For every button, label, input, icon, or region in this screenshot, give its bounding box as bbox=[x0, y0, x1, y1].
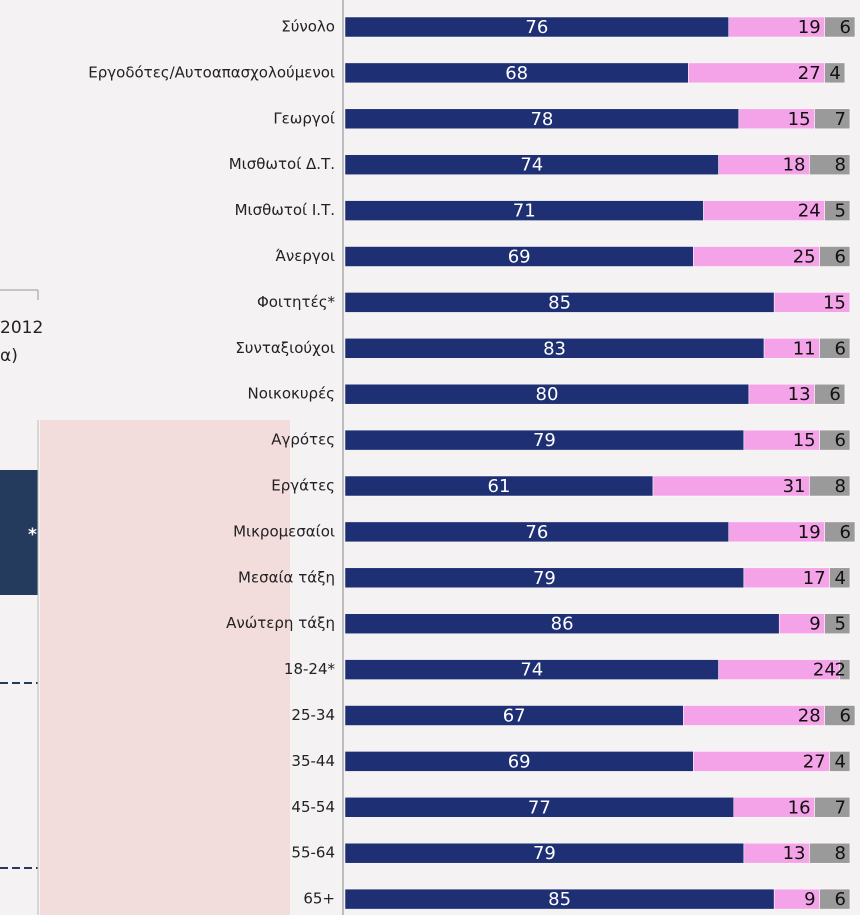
category-label: Αγρότες bbox=[271, 431, 335, 449]
value-label: 15 bbox=[793, 430, 816, 451]
value-label: 74 bbox=[520, 660, 543, 681]
value-label: 79 bbox=[533, 430, 556, 451]
value-label: 6 bbox=[839, 17, 850, 38]
value-label: 77 bbox=[528, 797, 551, 818]
category-label: Άνεργοι bbox=[275, 247, 335, 265]
value-label: 76 bbox=[525, 522, 548, 543]
value-label: 28 bbox=[798, 706, 821, 727]
value-label: 6 bbox=[834, 889, 845, 910]
value-label: 85 bbox=[548, 292, 571, 313]
value-label: 6 bbox=[839, 706, 850, 727]
category-label: Ανώτερη τάξη bbox=[226, 614, 335, 632]
value-label: 79 bbox=[533, 568, 556, 589]
value-label: 6 bbox=[829, 384, 840, 405]
category-label: Εργοδότες/Αυτοαπασχολούμενοι bbox=[88, 63, 335, 81]
value-label: 8 bbox=[834, 476, 845, 497]
decor bbox=[40, 420, 290, 915]
value-label: 24 bbox=[813, 660, 836, 681]
value-label: 17 bbox=[803, 568, 826, 589]
category-label: 25-34 bbox=[291, 706, 335, 724]
value-label: 19 bbox=[798, 522, 821, 543]
value-label: 4 bbox=[834, 751, 845, 772]
category-label: Σύνολο bbox=[281, 18, 335, 36]
value-label: 79 bbox=[533, 843, 556, 864]
annotation: 2012 bbox=[0, 318, 43, 338]
value-label: 9 bbox=[809, 614, 820, 635]
value-label: 4 bbox=[829, 63, 840, 84]
category-label: Μισθωτοί Δ.Τ. bbox=[229, 155, 335, 173]
value-label: 13 bbox=[788, 384, 811, 405]
category-label: Μικρομεσαίοι bbox=[233, 522, 335, 540]
value-label: 4 bbox=[834, 568, 845, 589]
value-label: 15 bbox=[823, 292, 846, 313]
value-label: 7 bbox=[834, 109, 845, 130]
value-label: 18 bbox=[783, 155, 806, 176]
value-label: 19 bbox=[798, 17, 821, 38]
value-label: 74 bbox=[520, 155, 543, 176]
category-label: Γεωργοί bbox=[273, 109, 335, 127]
chart: 2012 α) * Σύνολο76196Εργοδότες/Αυτοαπασχ… bbox=[0, 0, 860, 915]
category-label: Νοικοκυρές bbox=[248, 385, 335, 403]
category-label: Συνταξιούχοι bbox=[235, 339, 335, 357]
category-label: 45-54 bbox=[291, 798, 335, 816]
value-label: 61 bbox=[488, 476, 511, 497]
value-label: 69 bbox=[508, 247, 531, 268]
value-label: 69 bbox=[508, 751, 531, 772]
value-label: 67 bbox=[503, 706, 526, 727]
value-label: 85 bbox=[548, 889, 571, 910]
annotation: * bbox=[28, 525, 37, 545]
value-label: 80 bbox=[536, 384, 559, 405]
category-label: Μισθωτοί Ι.Τ. bbox=[235, 201, 335, 219]
value-label: 6 bbox=[834, 247, 845, 268]
category-label: Φοιτητές* bbox=[257, 293, 336, 311]
category-label: 65+ bbox=[303, 890, 335, 908]
value-label: 83 bbox=[543, 338, 566, 359]
value-label: 6 bbox=[834, 430, 845, 451]
value-label: 2 bbox=[834, 660, 845, 681]
value-label: 11 bbox=[793, 338, 816, 359]
value-label: 6 bbox=[839, 522, 850, 543]
value-label: 7 bbox=[834, 797, 845, 818]
value-label: 8 bbox=[834, 843, 845, 864]
value-label: 68 bbox=[505, 63, 528, 84]
value-label: 16 bbox=[788, 797, 811, 818]
value-label: 5 bbox=[834, 614, 845, 635]
category-label: 35-44 bbox=[291, 752, 335, 770]
value-label: 27 bbox=[803, 751, 826, 772]
value-label: 76 bbox=[525, 17, 548, 38]
value-label: 24 bbox=[798, 201, 821, 222]
category-label: 18-24* bbox=[284, 660, 336, 678]
annotation: α) bbox=[0, 346, 18, 366]
value-label: 71 bbox=[513, 201, 536, 222]
value-label: 9 bbox=[804, 889, 815, 910]
category-label: Μεσαία τάξη bbox=[238, 568, 335, 586]
value-label: 8 bbox=[834, 155, 845, 176]
value-label: 27 bbox=[798, 63, 821, 84]
value-label: 5 bbox=[834, 201, 845, 222]
value-label: 13 bbox=[783, 843, 806, 864]
value-label: 78 bbox=[530, 109, 553, 130]
value-label: 86 bbox=[551, 614, 574, 635]
value-label: 25 bbox=[793, 247, 816, 268]
value-label: 31 bbox=[783, 476, 806, 497]
value-label: 15 bbox=[788, 109, 811, 130]
category-label: 55-64 bbox=[291, 844, 335, 862]
value-label: 6 bbox=[834, 338, 845, 359]
category-label: Εργάτες bbox=[271, 477, 335, 495]
